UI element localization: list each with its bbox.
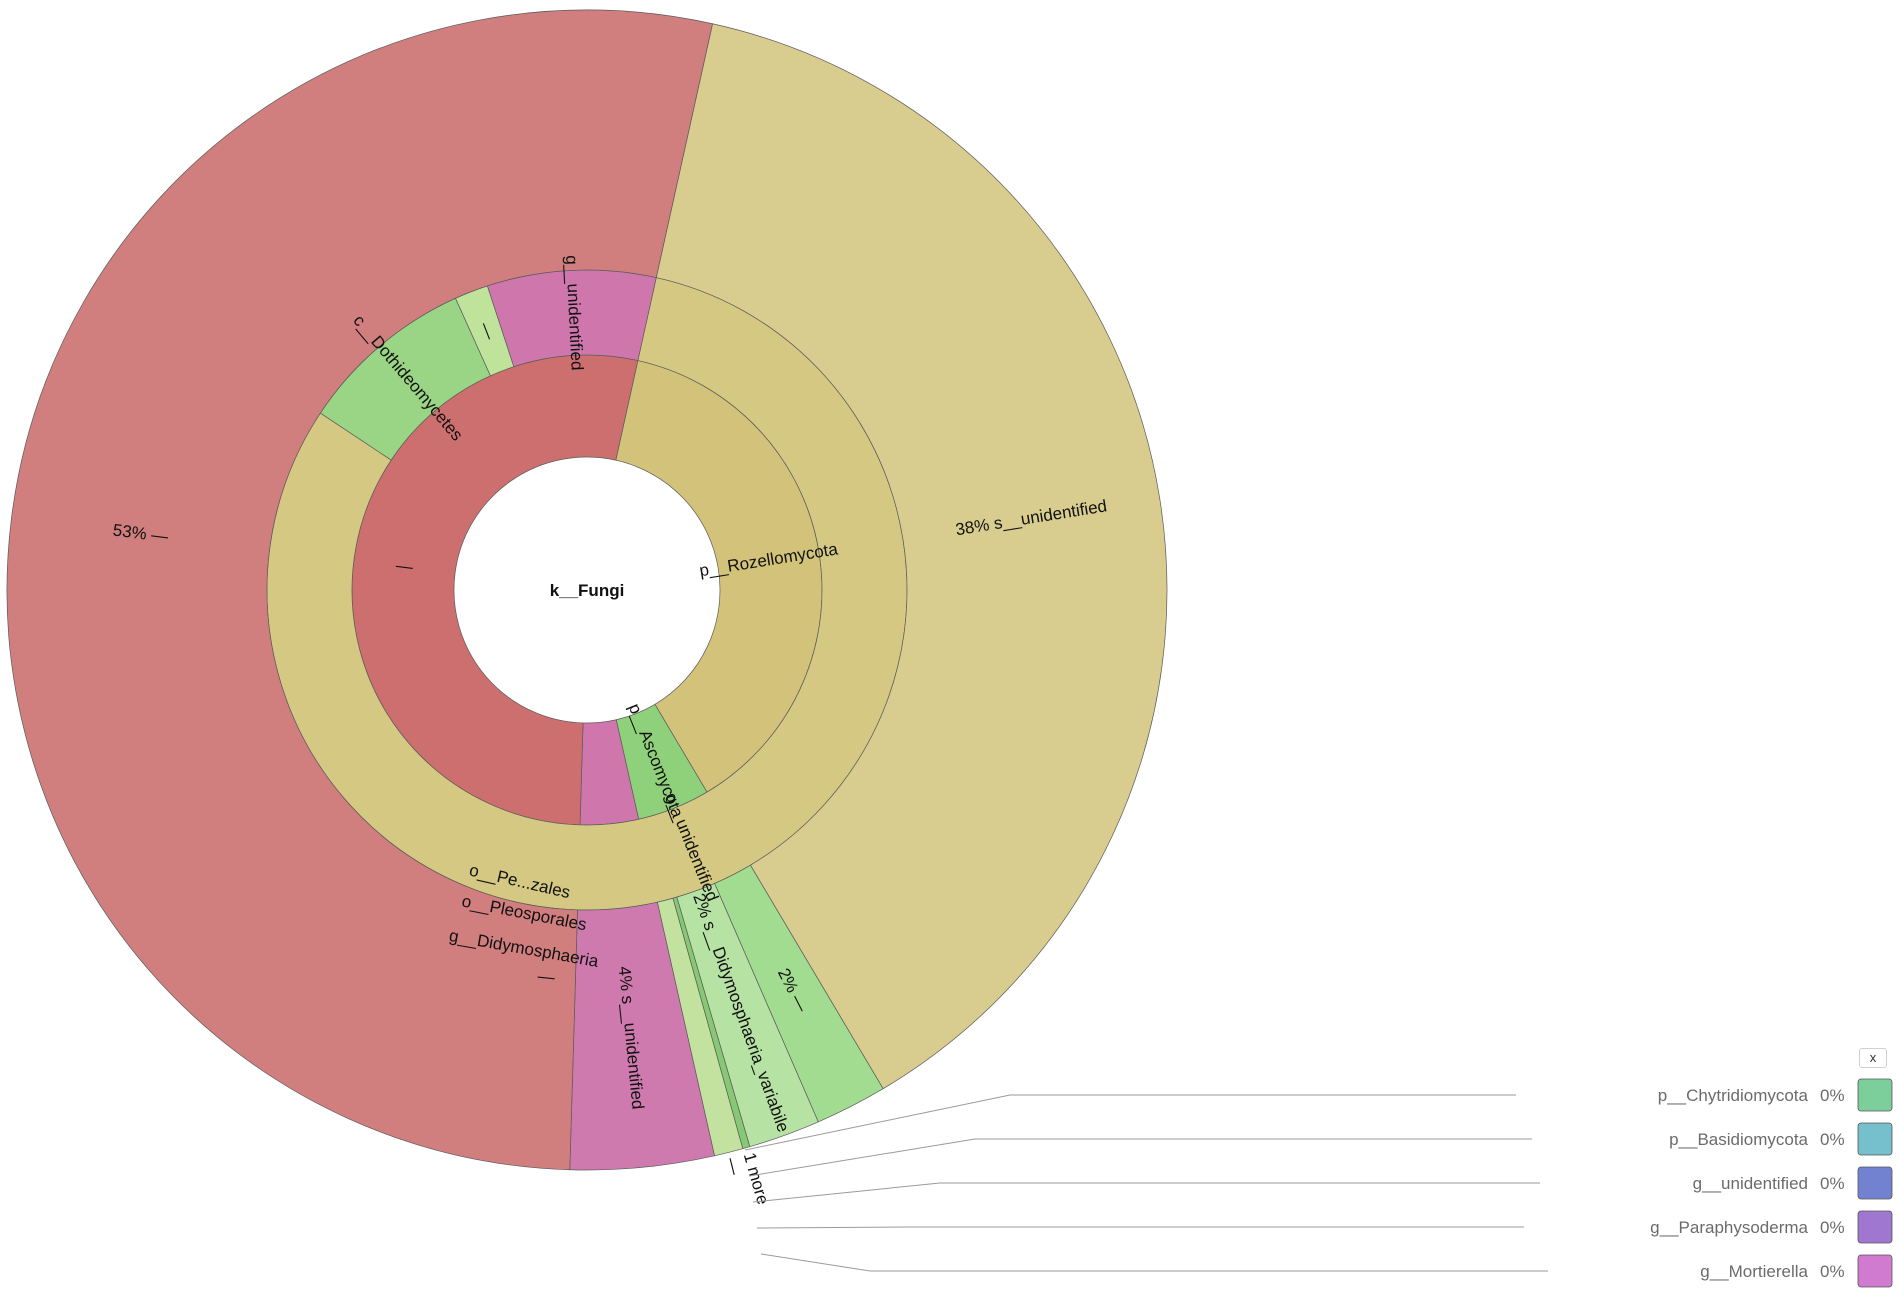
key-connector-line	[752, 1182, 1540, 1203]
key-connector-line	[760, 1253, 1548, 1272]
key-item-label: p__Chytridiomycota	[1658, 1086, 1809, 1105]
key-item-label: g__unidentified	[1693, 1174, 1808, 1193]
ring1-label: —	[395, 556, 414, 577]
key-item-swatch[interactable]	[1857, 1078, 1893, 1112]
key-item-swatch[interactable]	[1857, 1166, 1893, 1200]
key-item-pct: 0%	[1820, 1174, 1845, 1193]
ring3-label: 1 more	[740, 1151, 773, 1207]
ring3-segment[interactable]	[6, 9, 713, 1171]
key-item-pct: 0%	[1820, 1086, 1845, 1105]
key-item-pct: 0%	[1820, 1262, 1845, 1281]
key-item-label: g__Mortierella	[1700, 1262, 1808, 1281]
chart-segments	[6, 9, 1168, 1171]
key-item-pct: 0%	[1820, 1218, 1845, 1237]
key-item-swatch[interactable]	[1857, 1210, 1893, 1244]
ring3-segment[interactable]	[655, 23, 1168, 1090]
center-label: k__Fungi	[550, 581, 625, 600]
key-item-pct: 0%	[1820, 1130, 1845, 1149]
key-item-swatch[interactable]	[1857, 1122, 1893, 1156]
key-close-button[interactable]: x	[1859, 1048, 1887, 1068]
key-connector-line	[756, 1226, 1524, 1229]
ring3-label: —	[722, 1156, 745, 1177]
key-item-swatch[interactable]	[1857, 1254, 1893, 1288]
ring2-label: —	[476, 320, 500, 343]
key-connector-line	[744, 1094, 1516, 1151]
key-connector-line	[748, 1138, 1532, 1177]
inner-rank-label: —	[537, 967, 556, 988]
key-item-label: p__Basidiomycota	[1669, 1130, 1808, 1149]
key-legend: p__Chytridiomycota 0% p__Basidiomycota 0% g_…	[744, 1078, 1893, 1288]
key-item-label: g__Paraphysoderma	[1650, 1218, 1808, 1237]
